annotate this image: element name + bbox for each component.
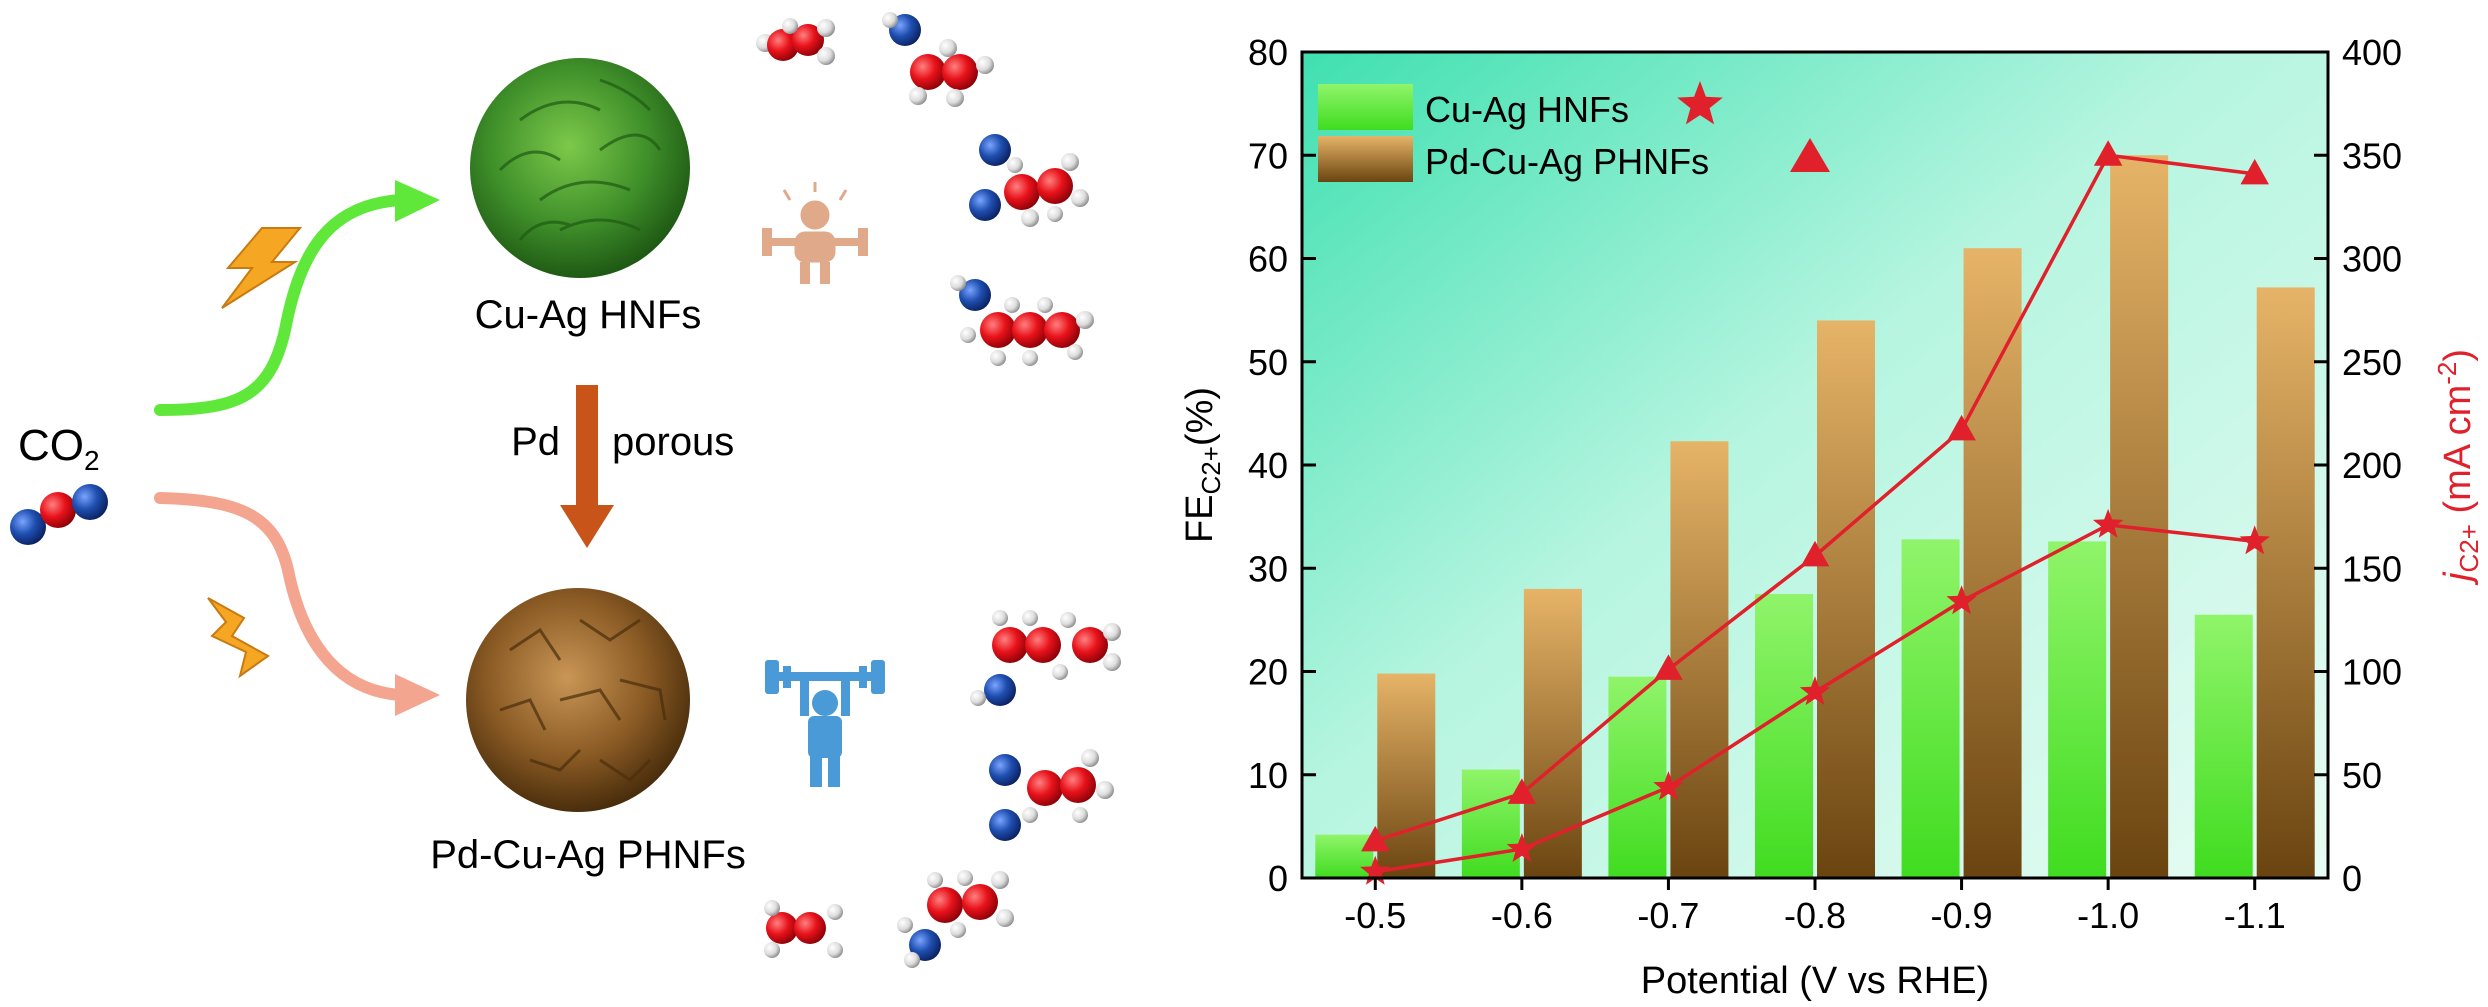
y2-tick-label: 300: [2342, 239, 2402, 280]
bar-cu-ag: [1901, 539, 1960, 878]
triangle-marker: [1947, 414, 1976, 441]
triangle-marker: [1654, 654, 1683, 680]
top-material-label: Cu-Ag HNFs: [475, 293, 702, 337]
x-tick-label: -1.0: [2077, 895, 2139, 936]
pd-label: Pd: [511, 420, 560, 464]
bar-pd-cu-ag: [1523, 588, 1582, 878]
reaction-scheme: CO2: [10, 12, 1121, 968]
bar-cu-ag: [1755, 594, 1813, 878]
x-tick-label: -0.8: [1784, 895, 1846, 936]
bar-pd-cu-ag: [2256, 287, 2315, 878]
triangle-marker: [2240, 158, 2269, 185]
legend-label-cu-ag: Cu-Ag HNFs: [1425, 89, 1629, 130]
strong-weightlifter-icon: [765, 660, 885, 787]
molecule-icon: [882, 12, 994, 107]
y-tick-label: 20: [1248, 652, 1288, 693]
y-tick-label: 10: [1248, 755, 1288, 796]
bars-group: [1315, 155, 2315, 879]
legend-swatch-cu-ag: [1318, 84, 1413, 130]
co2-label: CO2: [18, 421, 100, 476]
y-tick-label: 70: [1248, 135, 1288, 176]
y2-tick-label: 50: [2342, 755, 2382, 796]
star-marker: [2239, 525, 2270, 555]
y-tick-label: 40: [1248, 445, 1288, 486]
legend-star-marker: [1677, 81, 1723, 125]
triangle-marker: [1800, 540, 1830, 567]
molecule-icon: [989, 749, 1114, 841]
lines-group: [1360, 140, 2270, 885]
legend-swatch-pd-cu-ag: [1318, 136, 1413, 182]
x-tick-label: -0.7: [1637, 895, 1699, 936]
y2-tick-label: 250: [2342, 342, 2402, 383]
triangle-marker: [1361, 825, 1390, 852]
pd-cu-ag-phnf-flower-icon: [466, 588, 690, 812]
y-axis-title: FEC2+(%): [1179, 387, 1226, 543]
y-tick-label: 50: [1248, 342, 1288, 383]
y2-tick-label: 200: [2342, 445, 2402, 486]
cu-ag-hnf-flower-icon: [470, 58, 690, 278]
bar-cu-ag: [2194, 614, 2253, 878]
y-tick-label: 60: [1248, 239, 1288, 280]
x-tick-label: -1.1: [2224, 895, 2286, 936]
legend: Cu-Ag HNFs Pd-Cu-Ag PHNFs: [1318, 81, 1830, 182]
molecule-icon: [970, 610, 1121, 706]
molecule-icon: [969, 134, 1089, 227]
green-arrow: [154, 180, 440, 416]
x-tick-label: -0.9: [1931, 895, 1993, 936]
x-axis-title: Potential (V vs RHE): [1641, 960, 1989, 1002]
y2-tick-label: 100: [2342, 652, 2402, 693]
star-marker: [2092, 508, 2124, 538]
triangle-marker: [1507, 778, 1537, 804]
molecule-icon: [764, 900, 843, 958]
porous-label: porous: [612, 420, 734, 464]
triangle-marker: [2093, 140, 2123, 166]
y-tick-label: 0: [1268, 858, 1288, 899]
fe-jc2-chart: 0 10 20 30 40 50 60 70 80 0 50 100 150 200 250 300 350 40…: [1179, 32, 2484, 1002]
x-tick-label: -0.6: [1491, 895, 1553, 936]
bar-cu-ag: [2048, 541, 2107, 878]
bar-pd-cu-ag: [2110, 155, 2169, 878]
molecule-icon: [897, 870, 1014, 968]
y2-axis-title: jC2+ (mA cm-2): [2432, 349, 2484, 586]
bar-cu-ag: [1608, 676, 1667, 878]
molecule-icon: [950, 275, 1094, 366]
y2-tick-label: 150: [2342, 548, 2402, 589]
bar-pd-cu-ag: [1963, 248, 2022, 879]
weak-weightlifter-icon: [762, 182, 868, 284]
axes-group: 0 10 20 30 40 50 60 70 80 0 50 100 150 200 250 300 350 40…: [1248, 32, 2402, 936]
y-tick-label: 30: [1248, 548, 1288, 589]
y2-tick-label: 400: [2342, 32, 2402, 73]
molecule-icon: [756, 18, 835, 65]
bar-pd-cu-ag: [1377, 673, 1436, 878]
star-marker: [1946, 585, 1977, 615]
bottom-material-label: Pd-Cu-Ag PHNFs: [430, 833, 746, 877]
star-marker: [1506, 833, 1538, 862]
y2-tick-label: 350: [2342, 135, 2402, 176]
bar-pd-cu-ag: [1817, 320, 1875, 878]
lightning-icon: [207, 597, 270, 679]
star-marker: [1799, 676, 1831, 706]
legend-triangle-marker: [1790, 138, 1830, 172]
y-tick-label: 80: [1248, 32, 1288, 73]
co2-molecule-icon: [10, 484, 108, 545]
down-arrow: [560, 385, 614, 548]
lightning-icon: [221, 227, 303, 309]
salmon-arrow: [154, 492, 440, 716]
legend-label-pd-cu-ag: Pd-Cu-Ag PHNFs: [1425, 141, 1709, 182]
y2-tick-label: 0: [2342, 858, 2362, 899]
star-marker: [1653, 771, 1684, 801]
x-tick-label: -0.5: [1344, 895, 1406, 936]
star-marker: [1360, 855, 1391, 885]
bar-cu-ag: [1461, 769, 1520, 878]
bar-cu-ag: [1315, 834, 1374, 878]
